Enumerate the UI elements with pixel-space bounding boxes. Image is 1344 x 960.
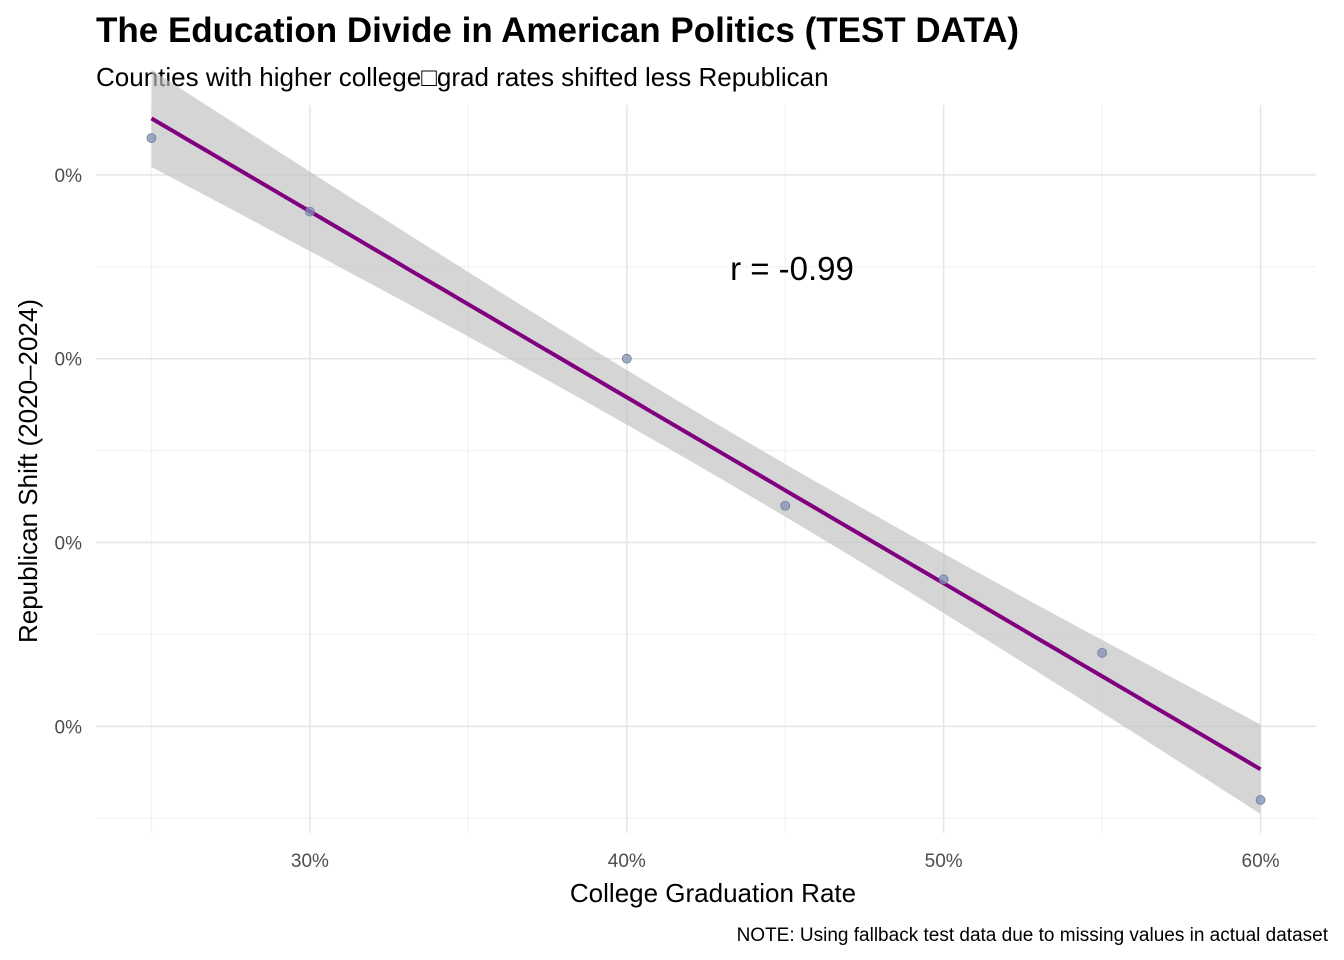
points-layer	[146, 133, 1266, 805]
y-tick-labels: 0% 0% 0% 0%	[55, 166, 83, 739]
data-point	[146, 133, 157, 143]
chart-caption: NOTE: Using fallback test data due to mi…	[737, 925, 1329, 946]
data-point	[938, 574, 949, 585]
chart-title: The Education Divide in American Politic…	[96, 11, 1019, 50]
x-tick-label: 50%	[925, 851, 963, 872]
y-tick-label: 0%	[55, 717, 83, 738]
y-tick-label: 0%	[55, 166, 83, 187]
regression-line	[150, 116, 1262, 772]
data-point	[1255, 795, 1266, 805]
fit-line-layer	[150, 116, 1262, 772]
major-gridlines	[96, 105, 1316, 833]
chart-subtitle: Counties with higher college□grad rates …	[96, 62, 829, 92]
y-axis-title: Republican Shift (2020–2024)	[13, 299, 43, 643]
x-tick-labels: 30% 40% 50% 60%	[291, 851, 1280, 872]
y-tick-label: 0%	[55, 534, 83, 555]
x-tick-label: 60%	[1242, 851, 1280, 872]
data-point	[621, 353, 632, 364]
data-point	[1097, 647, 1108, 658]
correlation-annotation: r = -0.99	[730, 250, 854, 287]
x-axis-title: College Graduation Rate	[570, 878, 856, 908]
x-tick-label: 30%	[291, 851, 329, 872]
data-point	[780, 500, 791, 511]
y-tick-label: 0%	[55, 350, 83, 371]
data-point	[304, 206, 315, 217]
x-tick-label: 40%	[608, 851, 646, 872]
